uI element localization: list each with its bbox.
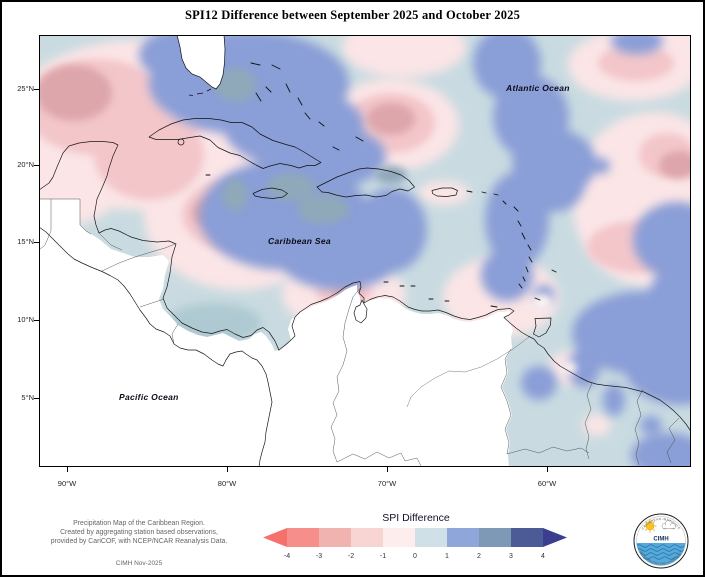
lon-tick-60w (547, 467, 548, 472)
colorbar-seg-1 (287, 528, 319, 547)
legend-tick-neg3: -3 (316, 553, 322, 560)
page-title: SPI12 Difference between September 2025 … (184, 8, 521, 22)
mainland-coastline (39, 141, 691, 467)
lon-label-80w: 80°W (217, 479, 237, 488)
colorbar-right-arrow (543, 528, 567, 547)
lat-label-20n: 20°N (17, 160, 34, 169)
lat-tick-20n (34, 165, 39, 166)
colorbar-seg-3 (351, 528, 383, 547)
small-islands (205, 62, 557, 308)
legend-tick-neg4: -4 (284, 553, 290, 560)
logo-acronym: CIMH (653, 537, 668, 543)
colorbar-seg-8 (511, 528, 543, 547)
credits-line-2: Created by aggregating station based obs… (60, 529, 218, 536)
cimh-logo: CIMH CARIBBEAN INSTITUTE METEOROLOGY AND… (633, 513, 689, 569)
lat-label-10n: 10°N (17, 315, 34, 324)
spi-colorbar: -4 -3 -2 -1 0 1 2 3 4 (263, 528, 567, 560)
florida-coastline (176, 35, 226, 90)
legend-tick-neg2: -2 (348, 553, 354, 560)
colorbar-seg-7 (479, 528, 511, 547)
spi-band-blue (139, 35, 691, 467)
credits-line-1: Precipitation Map of the Caribbean Regio… (73, 520, 205, 527)
lat-tick-25n (34, 89, 39, 90)
credits-block: Precipitation Map of the Caribbean Regio… (14, 519, 264, 546)
legend-tick-2: 2 (477, 553, 481, 560)
legend-tick-neg1: -1 (380, 553, 386, 560)
lat-label-15n: 15°N (17, 237, 34, 246)
florida-keys (188, 88, 212, 96)
atlantic-ocean-label: Atlantic Ocean (506, 83, 570, 93)
credits-line-3: provided by CariCOF, with NCEP/NCAR Rean… (50, 538, 228, 545)
issuer-stamp: CIMH Nov-2025 (115, 560, 163, 567)
pacific-ocean-label: Pacific Ocean (119, 392, 179, 402)
lat-label-5n: 5°N (21, 393, 34, 402)
lon-label-60w: 60°W (537, 479, 557, 488)
colorbar-seg-6 (447, 528, 479, 547)
legend-title: SPI Difference (382, 512, 450, 524)
lat-label-25n: 25°N (17, 84, 34, 93)
country-borders (39, 198, 680, 467)
colorbar-seg-5 (415, 528, 447, 547)
legend-tick-4: 4 (541, 553, 545, 560)
logo-water (636, 543, 686, 566)
cloud-icon (661, 519, 677, 530)
lon-tick-70w (387, 467, 388, 472)
legend-tick-3: 3 (509, 553, 513, 560)
sun-icon (643, 519, 657, 533)
spi-band-blue-grey (215, 68, 407, 224)
lon-label-70w: 70°W (377, 479, 397, 488)
lat-tick-15n (34, 242, 39, 243)
lon-tick-80w (227, 467, 228, 472)
lat-tick-10n (34, 320, 39, 321)
unshaded-land-mask (39, 199, 513, 467)
lat-tick-5n (34, 398, 39, 399)
legend-tick-0: 0 (413, 553, 417, 560)
spi-band-neutral (532, 294, 577, 374)
island-coastlines (148, 118, 552, 338)
legend-tick-1: 1 (445, 553, 449, 560)
caribbean-map (39, 35, 691, 467)
map-frame (39, 35, 691, 467)
caribbean-sea-label: Caribbean Sea (268, 236, 331, 246)
lon-tick-90w (67, 467, 68, 472)
colorbar-left-arrow (263, 528, 287, 547)
colorbar-seg-2 (319, 528, 351, 547)
colorbar-seg-4 (383, 528, 415, 547)
lon-label-90w: 90°W (57, 479, 77, 488)
